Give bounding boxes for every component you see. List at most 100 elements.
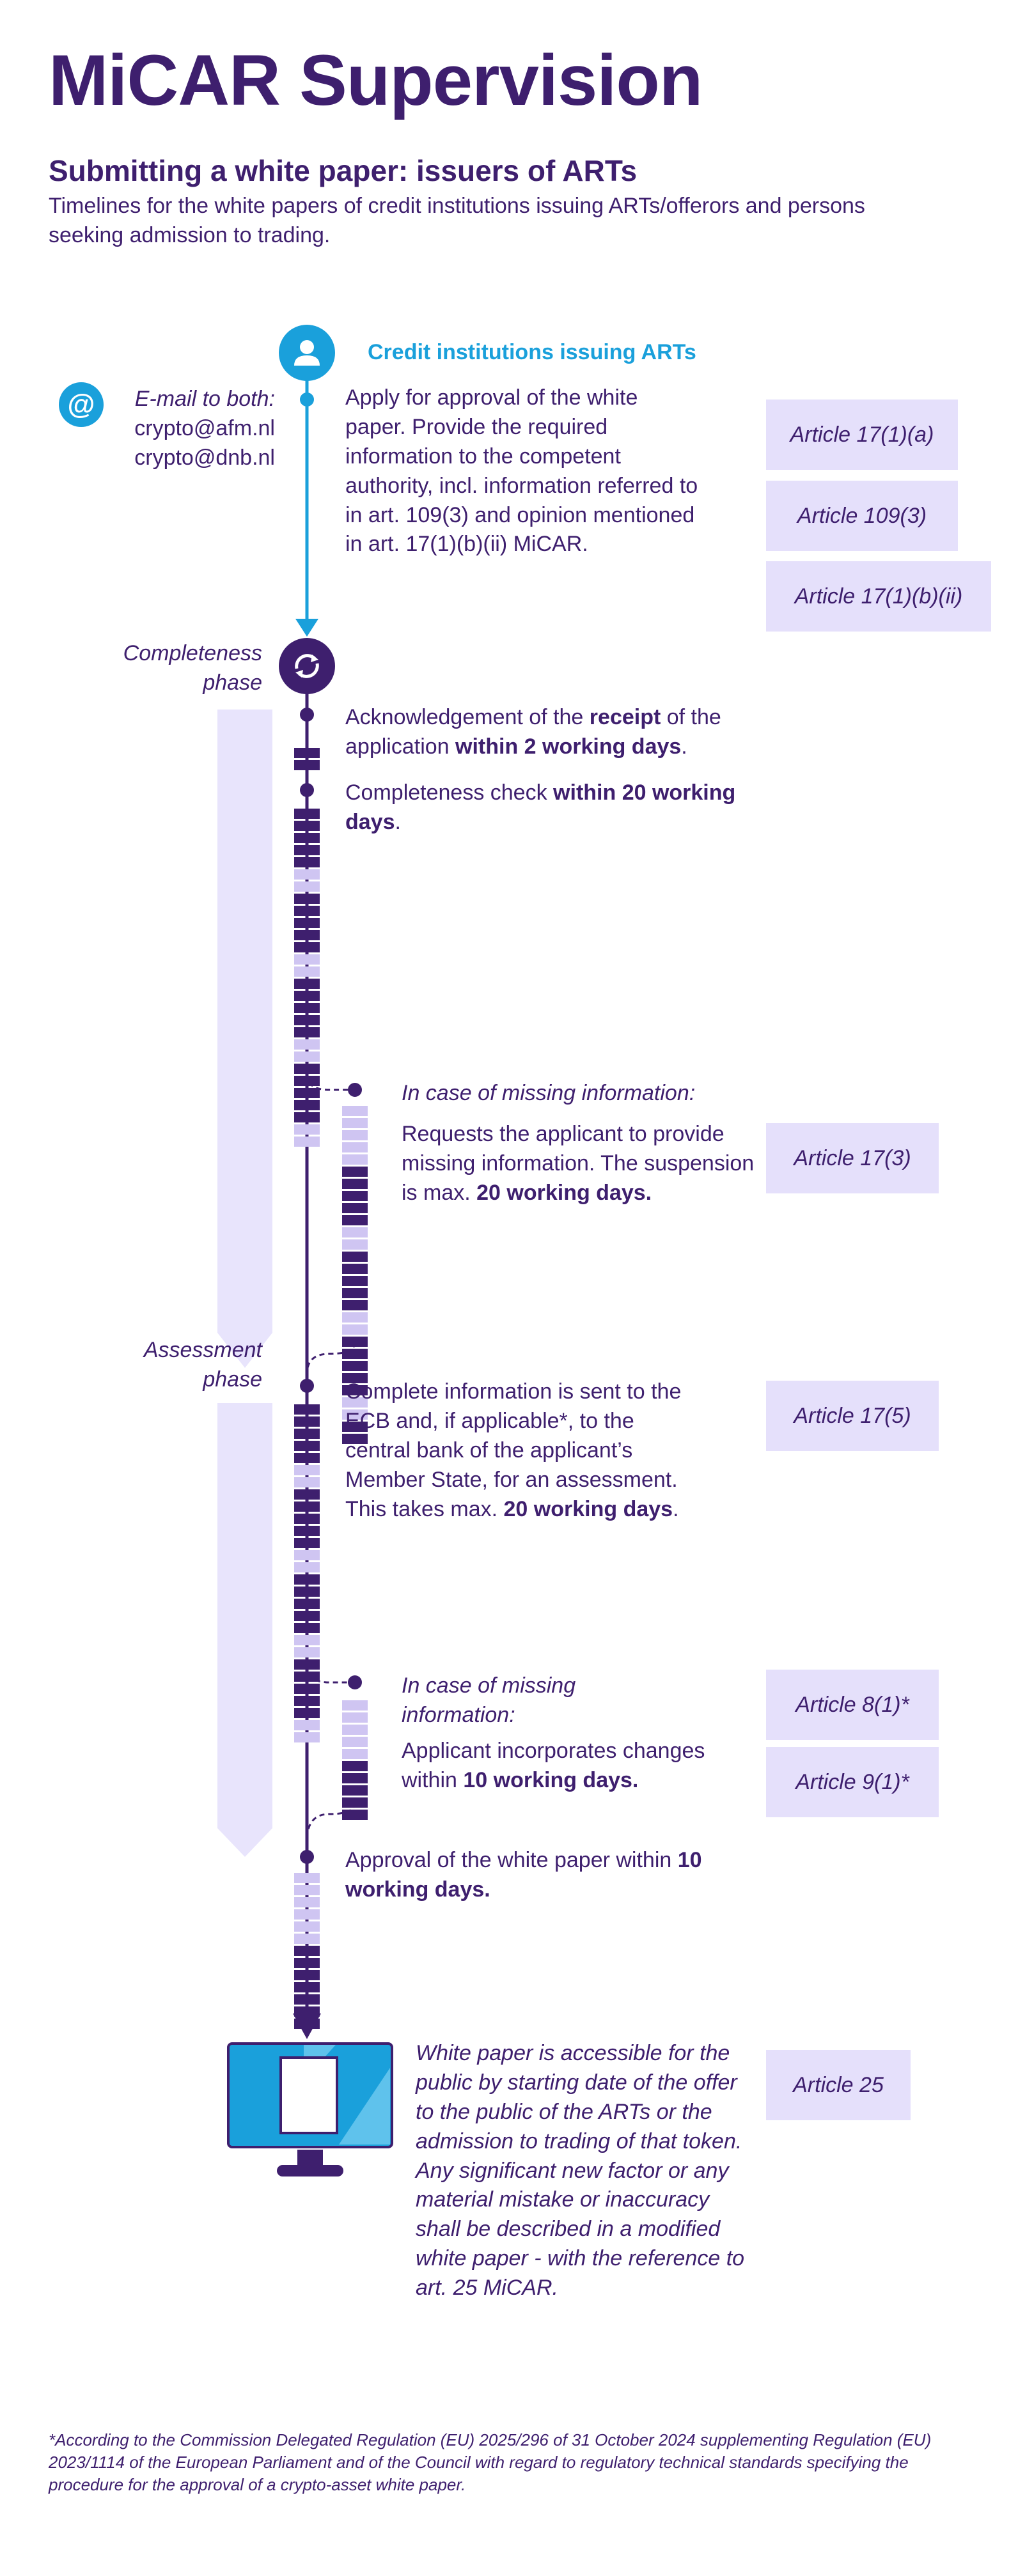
day-block (294, 942, 320, 952)
email-dnb[interactable]: crypto@dnb.nl (134, 445, 275, 470)
article-badge-25: Article 25 (766, 2050, 911, 2120)
day-block (294, 857, 320, 867)
day-block (342, 1797, 368, 1808)
day-block (294, 1587, 320, 1597)
missing1-branch-back (306, 1342, 356, 1375)
day-block (294, 1696, 320, 1706)
day-block (342, 1118, 368, 1128)
day-block (294, 809, 320, 819)
step-missing2: Applicant incorporates changes within 10… (402, 1739, 705, 1792)
day-block (294, 1112, 320, 1122)
submission-dot (300, 392, 314, 407)
day-block (342, 1300, 368, 1310)
day-block (342, 1154, 368, 1165)
day-block (342, 1397, 368, 1408)
article-badge-109-3: Article 109(3) (766, 481, 958, 551)
missing2-branch-back (306, 1802, 356, 1842)
phase-arrows (217, 710, 272, 1857)
day-block (342, 1725, 368, 1735)
day-block (294, 1526, 320, 1536)
day-block (294, 1429, 320, 1439)
day-block (294, 845, 320, 855)
day-block (294, 1550, 320, 1560)
completeness-phase-arrow (217, 710, 272, 1368)
day-block (294, 1909, 320, 1920)
day-block (294, 1514, 320, 1524)
day-block (342, 1179, 368, 1189)
day-block (294, 869, 320, 880)
intro-text: Timelines for the white papers of credit… (49, 194, 865, 247)
day-block (294, 833, 320, 843)
day-block (294, 1994, 320, 2005)
day-block (294, 1672, 320, 1682)
day-block (294, 1027, 320, 1037)
day-block (342, 1239, 368, 1250)
day-block (342, 1434, 368, 1444)
day-block (294, 1623, 320, 1633)
step-final: White paper is accessible for the public… (416, 2041, 745, 2301)
day-block (294, 881, 320, 892)
day-block (294, 1003, 320, 1013)
article-badge-17-3: Article 17(3) (766, 1123, 939, 1193)
day-block (294, 1088, 320, 1098)
day-block (294, 1416, 320, 1427)
day-block (294, 954, 320, 965)
day-block (342, 1106, 368, 1116)
day-block (294, 1647, 320, 1657)
day-block (294, 2006, 320, 2017)
day-block (294, 1137, 320, 1147)
day-block (342, 1191, 368, 1201)
day-block (342, 1810, 368, 1820)
missing2-title: In case of missing information: (402, 1673, 576, 1727)
article-badge-9-1: Article 9(1)* (766, 1747, 939, 1817)
day-block (294, 1921, 320, 1932)
day-block (294, 1501, 320, 1512)
day-block (294, 1599, 320, 1609)
email-afm[interactable]: crypto@afm.nl (134, 415, 275, 440)
day-block (294, 906, 320, 916)
day-block (294, 979, 320, 989)
day-block (294, 1100, 320, 1110)
footnote: *According to the Commission Delegated R… (49, 2430, 932, 2495)
day-block (342, 1712, 368, 1723)
day-block (342, 1215, 368, 1225)
missing1-dot (348, 1083, 362, 1097)
missing2-dot (348, 1675, 362, 1689)
day-block (294, 894, 320, 904)
step-completeness-check: Completeness check within 20 working day… (345, 780, 736, 834)
day-block (342, 1203, 368, 1213)
sync-icon (279, 638, 335, 694)
email-block: E-mail to both: crypto@afm.nl crypto@dnb… (96, 385, 275, 473)
completeness-phase-label: Completeness phase (123, 641, 262, 695)
day-block (294, 1732, 320, 1742)
day-block (294, 1124, 320, 1135)
step-complete-information: Complete information is sent to the ECB … (345, 1379, 682, 1521)
missing1-title: In case of missing information: (402, 1081, 696, 1105)
day-block (342, 1773, 368, 1783)
day-block (294, 1404, 320, 1415)
day-block (294, 1897, 320, 1907)
article-badge-8-1: Article 8(1)* (766, 1670, 939, 1740)
day-block (294, 1538, 320, 1548)
day-block (342, 1361, 368, 1371)
day-block (294, 1720, 320, 1730)
day-block (294, 1934, 320, 1944)
day-block (294, 1562, 320, 1572)
day-block (294, 1635, 320, 1645)
article-badge-17-5: Article 17(5) (766, 1381, 939, 1451)
day-block (294, 1489, 320, 1500)
day-block (294, 1465, 320, 1475)
day-block (294, 1015, 320, 1025)
day-block (342, 1737, 368, 1747)
article-badge-17-1-a: Article 17(1)(a) (766, 400, 958, 470)
day-block (342, 1409, 368, 1420)
email-label: E-mail to both: (134, 387, 275, 411)
day-block (294, 1039, 320, 1050)
user-icon (279, 325, 335, 381)
day-block (342, 1385, 368, 1395)
day-block (294, 1970, 320, 1980)
step-acknowledgement: Acknowledgement of the receipt of the ap… (345, 705, 721, 759)
submission-arrowhead (295, 619, 318, 637)
day-block (342, 1142, 368, 1152)
day-block (342, 1761, 368, 1771)
